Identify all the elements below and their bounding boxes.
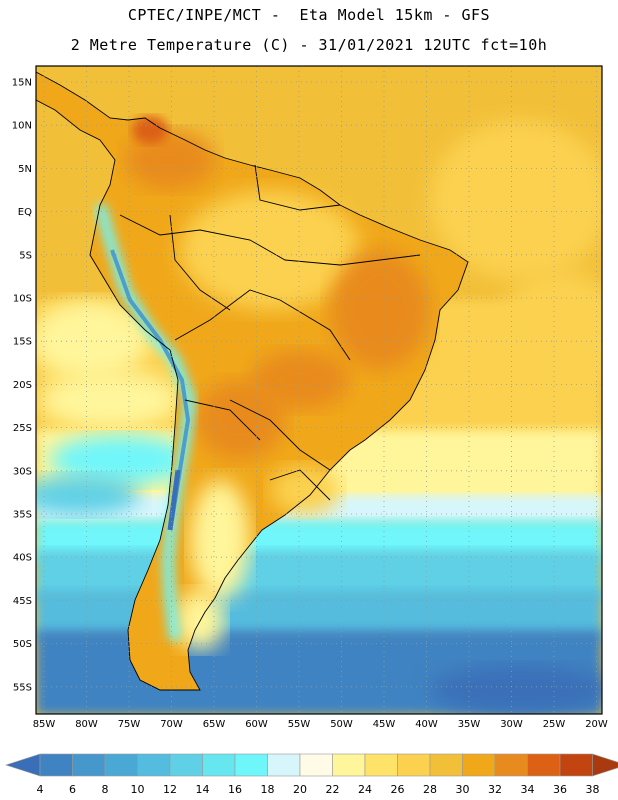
longitude-labels: 85W 80W 75W 70W 65W 60W 55W 50W 45W 40W 35W 30W 25W 2…: [33, 719, 608, 730]
colorbar-swatch: [364, 753, 398, 777]
colorbar-right-arrow: [592, 753, 618, 777]
latitude-label: 15N: [12, 78, 32, 89]
colorbar-swatch: [104, 753, 138, 777]
colorbar-label: 4: [37, 783, 44, 796]
latitude-label: 45S: [13, 596, 32, 607]
colorbar-label: 20: [293, 783, 307, 796]
latitude-label: EQ: [18, 207, 32, 218]
longitude-label: 60W: [245, 719, 268, 730]
longitude-label: 45W: [373, 719, 396, 730]
longitude-label: 25W: [543, 719, 566, 730]
latitude-label: 15S: [13, 337, 32, 348]
coastline-and-borders: [36, 71, 469, 691]
colorbar-swatch: [202, 753, 236, 777]
colorbar-label: 6: [69, 783, 76, 796]
longitude-label: 35W: [458, 719, 481, 730]
latitude-label: 5N: [18, 164, 32, 175]
colorbar-label: 28: [423, 783, 437, 796]
longitude-label: 50W: [330, 719, 353, 730]
colorbar-label: 10: [131, 783, 145, 796]
longitude-label: 80W: [75, 719, 98, 730]
colorbar-swatch: [234, 753, 268, 777]
colorbar-swatch: [332, 753, 366, 777]
colorbar-swatch: [559, 753, 593, 777]
colorbar-label: 38: [586, 783, 600, 796]
colorbar-swatch: [299, 753, 333, 777]
longitude-label: 75W: [118, 719, 141, 730]
latitude-label: 55S: [13, 682, 32, 693]
colorbar-label: 32: [488, 783, 502, 796]
colorbar-label: 8: [102, 783, 109, 796]
longitude-label: 65W: [203, 719, 226, 730]
longitude-label: 85W: [33, 719, 56, 730]
temperature-field: [36, 66, 602, 714]
colorbar-swatch: [494, 753, 528, 777]
colorbar-label: 36: [553, 783, 567, 796]
longitude-label: 20W: [585, 719, 608, 730]
colorbar-swatch: [267, 753, 301, 777]
latitude-label: 10S: [13, 294, 32, 305]
colorbar-swatch: [137, 753, 171, 777]
longitude-label: 30W: [500, 719, 523, 730]
latitude-label: 40S: [13, 553, 32, 564]
colorbar-label: 16: [228, 783, 242, 796]
latitude-label: 25S: [13, 423, 32, 434]
latitude-labels: 15N 10N 5N EQ 5S 10S 15S 20S 25S 30S 35S 40S 45S 50S 5…: [12, 78, 32, 694]
longitude-label: 70W: [160, 719, 183, 730]
colorbar-left-arrow: [5, 753, 41, 777]
colorbar-label: 24: [358, 783, 372, 796]
colorbar-swatch: [39, 753, 73, 777]
latitude-label: 30S: [13, 466, 32, 477]
latitude-label: 10N: [12, 121, 32, 132]
colorbar-label: 12: [163, 783, 177, 796]
colorbar-swatch: [527, 753, 561, 777]
latitude-label: 20S: [13, 380, 32, 391]
latitude-label: 5S: [19, 250, 32, 261]
colorbar-swatch: [462, 753, 496, 777]
longitude-label: 40W: [415, 719, 438, 730]
colorbar-swatch: [429, 753, 463, 777]
colorbar-swatch: [169, 753, 203, 777]
map-title-line-1: CPTEC/INPE/MCT - Eta Model 15km - GFS: [127, 6, 491, 24]
longitude-label: 55W: [288, 719, 311, 730]
colorbar-label: 14: [196, 783, 210, 796]
colorbar: 4 6 8 10 12 14 16 18 20 22 24 26 28 30 32 34 36 38: [5, 753, 618, 796]
latitude-label: 35S: [13, 510, 32, 521]
map-frame: [35, 65, 603, 715]
colorbar-label: 30: [456, 783, 470, 796]
map-title-line-2: 2 Metre Temperature (C) - 31/01/2021 12U…: [70, 36, 548, 54]
latitude-label: 50S: [13, 639, 32, 650]
colorbar-label: 26: [391, 783, 405, 796]
colorbar-label: 34: [521, 783, 535, 796]
colorbar-swatch: [72, 753, 106, 777]
colorbar-label: 18: [261, 783, 275, 796]
colorbar-swatch: [397, 753, 431, 777]
colorbar-label: 22: [326, 783, 340, 796]
graticule: [36, 66, 602, 714]
